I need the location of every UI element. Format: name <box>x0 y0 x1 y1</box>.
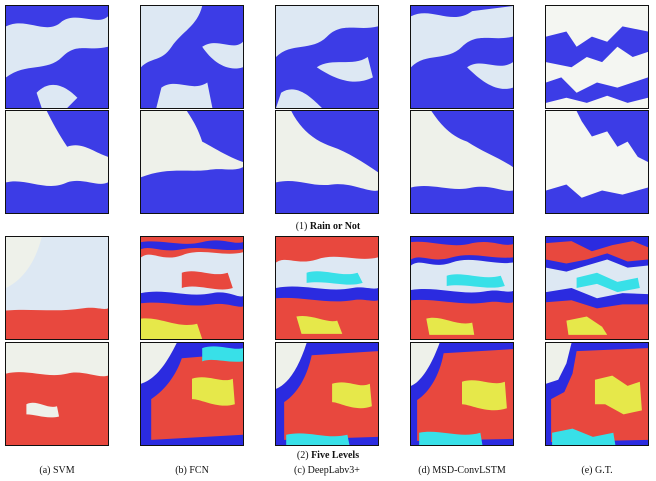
tile-msd-binary-2 <box>410 110 514 214</box>
tile-deeplab-binary-2 <box>275 110 379 214</box>
tile-gt-levels-2 <box>545 342 649 446</box>
tile-gt-binary-1 <box>545 5 649 109</box>
column-label-svm: (a) SVM <box>39 465 75 476</box>
section-label: Five Levels <box>311 450 360 461</box>
tile-deeplab-levels-1 <box>275 236 379 340</box>
section-caption-rain-or-not: (1) Rain or Not <box>0 221 656 232</box>
tile-deeplab-levels-2 <box>275 342 379 446</box>
tile-gt-binary-2 <box>545 110 649 214</box>
section-caption-five-levels: (2) Five Levels <box>0 450 656 461</box>
column-label-gt: (e) G.T. <box>581 465 613 476</box>
tile-msd-levels-2 <box>410 342 514 446</box>
tile-msd-levels-1 <box>410 236 514 340</box>
section-number: (2) <box>296 450 309 461</box>
tile-gt-levels-1 <box>545 236 649 340</box>
tile-fcn-binary-1 <box>140 5 244 109</box>
tile-svm-binary-2 <box>5 110 109 214</box>
tile-fcn-binary-2 <box>140 110 244 214</box>
section-label: Rain or Not <box>309 221 361 232</box>
tile-svm-levels-1 <box>5 236 109 340</box>
tile-deeplab-binary-1 <box>275 5 379 109</box>
column-label-fcn: (b) FCN <box>175 465 209 476</box>
column-label-msd-convlstm: (d) MSD-ConvLSTM <box>418 465 506 476</box>
column-label-deeplab: (c) DeepLabv3+ <box>294 465 360 476</box>
tile-fcn-levels-1 <box>140 236 244 340</box>
tile-svm-levels-2 <box>5 342 109 446</box>
section-number: (1) <box>295 221 308 232</box>
tile-msd-binary-1 <box>410 5 514 109</box>
tile-fcn-levels-2 <box>140 342 244 446</box>
tile-svm-binary-1 <box>5 5 109 109</box>
